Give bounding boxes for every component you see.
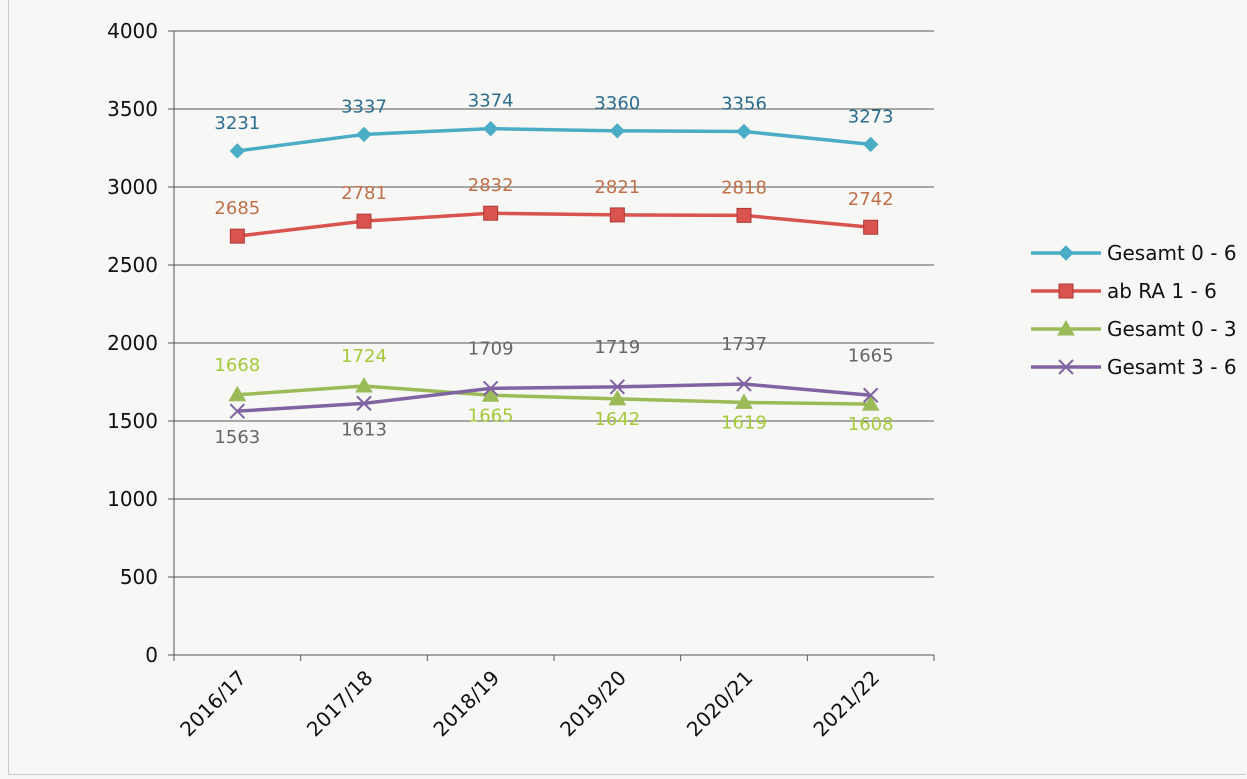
- legend-item: Gesamt 0 - 3: [1031, 317, 1237, 341]
- marker-square: [609, 207, 625, 223]
- marker-square: [1058, 283, 1074, 299]
- series-line: [237, 126, 871, 153]
- data-label: 3231: [214, 113, 260, 134]
- marker-x: [736, 376, 752, 392]
- marker-triangle: [481, 386, 500, 402]
- x-tick-label: 2020/21: [682, 666, 758, 742]
- data-label: 1668: [214, 355, 260, 376]
- y-tick-label: 0: [145, 643, 158, 667]
- marker-x: [229, 403, 246, 419]
- x-tick-label: 2018/19: [428, 666, 504, 742]
- legend-label: Gesamt 0 - 3: [1107, 317, 1237, 341]
- data-label: 1563: [214, 427, 260, 448]
- data-label: 3374: [468, 91, 514, 112]
- data-label: 1619: [721, 412, 767, 433]
- data-label: 1724: [341, 346, 387, 367]
- data-label: 3360: [594, 93, 640, 114]
- y-tick-label: 3500: [107, 97, 158, 121]
- x-axis: 2016/17 2017/18 2018/19 2019/20 2020/21 2021/…: [173, 654, 935, 742]
- data-label: 1665: [468, 405, 514, 426]
- marker-triangle: [735, 393, 753, 409]
- series-line: [237, 382, 871, 413]
- chart-container: 0 500 1000 1500 2000 2500 3000 3500 4000 2016/17 2…: [8, 0, 1246, 775]
- y-tick-label: 2500: [107, 253, 158, 277]
- series-0: 3231 3337 3374 3360 3356 3273: [214, 91, 894, 159]
- data-label: 2832: [468, 175, 514, 196]
- data-label: 1709: [468, 338, 514, 359]
- marker-triangle: [861, 395, 880, 411]
- data-label: 2821: [594, 177, 640, 198]
- marker-square: [356, 213, 372, 229]
- marker-x: [862, 387, 879, 403]
- marker-x: [1058, 359, 1074, 375]
- marker-diamond: [356, 126, 372, 143]
- data-label: 1608: [848, 414, 894, 435]
- marker-diamond: [1058, 245, 1074, 261]
- legend-item: ab RA 1 - 6: [1031, 279, 1217, 303]
- series-line: [237, 211, 871, 238]
- legend-label: Gesamt 3 - 6: [1107, 355, 1237, 379]
- y-tick-label: 4000: [107, 19, 158, 43]
- marker-square: [736, 207, 752, 223]
- y-tick-label: 3000: [107, 175, 158, 199]
- marker-triangle: [1057, 319, 1075, 336]
- data-label: 1642: [594, 409, 640, 430]
- y-tick-label: 2000: [107, 331, 158, 355]
- x-tick-label: 2016/17: [175, 666, 251, 742]
- legend-item: Gesamt 0 - 6: [1031, 241, 1237, 265]
- series-line: [237, 384, 871, 406]
- marker-diamond: [229, 143, 246, 159]
- x-tick-label: 2021/22: [808, 666, 884, 742]
- legend-label: Gesamt 0 - 6: [1107, 241, 1237, 265]
- series-1: 2685 2781 2832 2821 2818 2742: [214, 175, 894, 244]
- marker-triangle: [228, 385, 247, 402]
- y-axis: 0 500 1000 1500 2000 2500 3000 3500 4000: [107, 19, 175, 667]
- marker-x: [356, 395, 372, 412]
- marker-x: [482, 380, 499, 397]
- x-tick-label: 2017/18: [302, 666, 378, 742]
- marker-triangle: [608, 389, 627, 406]
- marker-diamond: [736, 123, 752, 140]
- marker-diamond: [609, 123, 626, 139]
- data-label: 2685: [214, 198, 260, 219]
- legend-label: ab RA 1 - 6: [1107, 279, 1217, 303]
- y-tick-label: 1000: [107, 487, 158, 511]
- data-label: 2818: [721, 177, 767, 198]
- marker-square: [863, 219, 879, 235]
- x-tick-label: 2019/20: [555, 666, 631, 742]
- data-label: 1719: [594, 337, 640, 358]
- y-tick-label: 500: [120, 565, 158, 589]
- marker-square: [229, 228, 245, 244]
- legend: Gesamt 0 - 6 ab RA 1 - 6 Gesamt 0 - 3 Gesam…: [1031, 241, 1237, 379]
- series-3: 1563 1613 1709 1719 1737 1665: [214, 334, 893, 448]
- data-label: 3356: [721, 93, 767, 114]
- marker-diamond: [862, 136, 879, 153]
- data-label: 1737: [721, 334, 767, 355]
- marker-triangle: [355, 377, 373, 393]
- series-2: 1668 1724 1665 1642 1619 1608: [214, 346, 893, 435]
- marker-square: [483, 205, 499, 221]
- gridlines: [174, 30, 934, 578]
- data-label: 1613: [341, 419, 387, 440]
- data-label: 3273: [848, 106, 894, 127]
- marker-diamond: [482, 120, 499, 137]
- marker-x: [609, 379, 626, 395]
- y-tick-label: 1500: [107, 409, 158, 433]
- data-label: 1665: [848, 345, 894, 366]
- data-label: 2781: [341, 183, 387, 204]
- data-label: 2742: [848, 189, 894, 210]
- data-label: 3337: [341, 96, 387, 117]
- legend-item: Gesamt 3 - 6: [1031, 355, 1237, 379]
